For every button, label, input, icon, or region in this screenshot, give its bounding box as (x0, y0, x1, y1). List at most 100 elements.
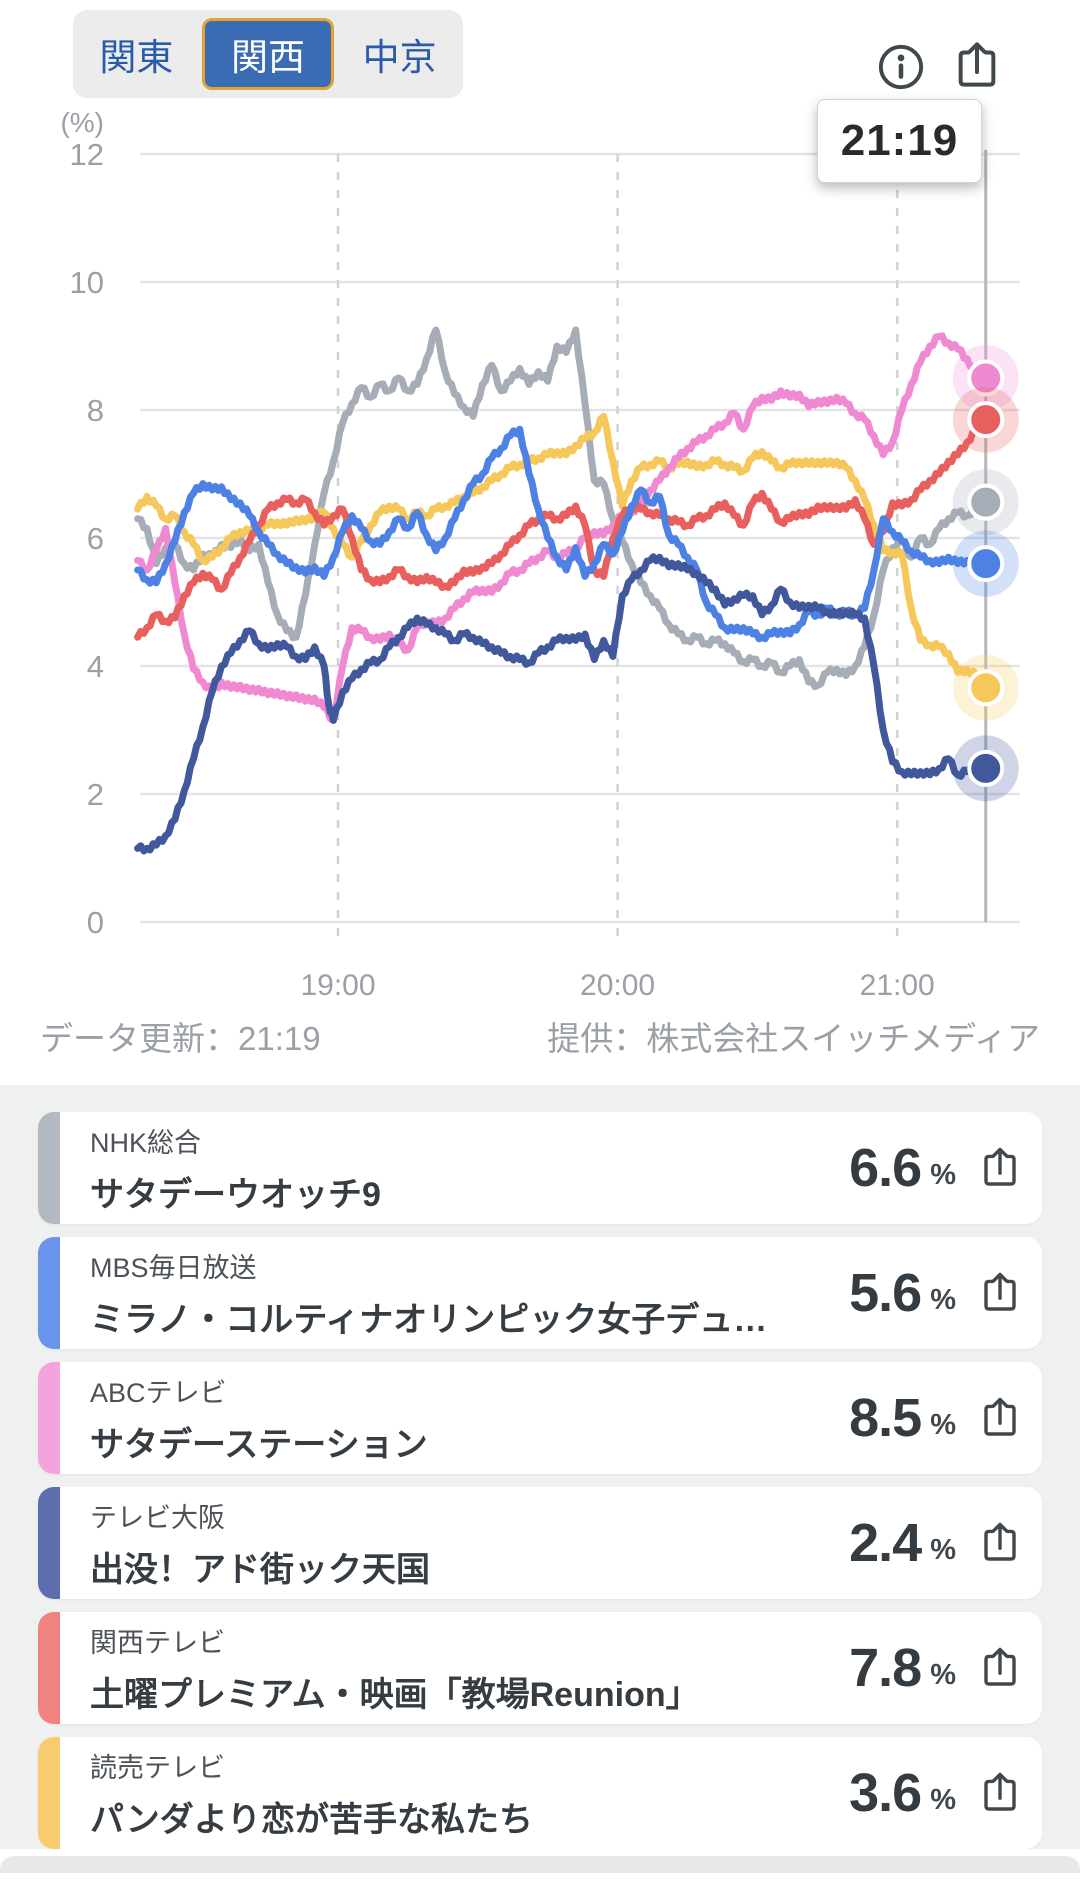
series-end-marker-5 (967, 749, 1005, 787)
channel-info: テレビ大阪出没！アド街ック天国 (60, 1496, 849, 1591)
rating-value: 7.8 (849, 1638, 922, 1698)
row-share-button[interactable] (976, 1144, 1024, 1192)
program-title: サタデーステーション (90, 1425, 428, 1464)
rating-block: 2.4% (849, 1512, 1042, 1574)
series-end-marker-4 (967, 545, 1005, 583)
rating-block: 6.6% (849, 1137, 1042, 1199)
series-end-marker-0 (967, 483, 1005, 521)
rating-value: 3.6 (849, 1763, 922, 1823)
rating-value: 8.5 (849, 1388, 922, 1448)
share-icon (976, 1644, 1024, 1692)
share-icon (976, 1519, 1024, 1567)
program-title: サタデーウオッチ9 (90, 1175, 381, 1214)
y-axis-label-12: 12 (70, 137, 104, 172)
program-title: パンダより恋が苦手な私たち (90, 1800, 534, 1839)
series-end-marker-2 (967, 359, 1005, 397)
y-axis-label-2: 2 (87, 777, 104, 812)
time-tooltip-label: 21:19 (840, 116, 959, 165)
channel-info: ABCテレビサタデーステーション (60, 1371, 849, 1466)
rating-unit: % (930, 1783, 956, 1816)
region-tab-bar: 関東 関西 中京 (73, 10, 463, 98)
rating-unit: % (930, 1158, 956, 1191)
channel-color-stripe (38, 1362, 60, 1474)
channel-card-5[interactable]: 読売テレビ パンダより恋が苦手な私たち 3.6% (38, 1737, 1042, 1849)
channel-card-1[interactable]: MBS毎日放送 ミラノ・コルティナオリンピック女子デュ… 5.6% (38, 1237, 1042, 1349)
channel-info: NHK総合サタデーウオッチ9 (60, 1121, 849, 1216)
channel-card-0[interactable]: NHK総合 サタデーウオッチ9 6.6% (38, 1112, 1042, 1224)
series-line-1 (134, 412, 990, 692)
channel-card-2[interactable]: ABCテレビ サタデーステーション 8.5% (38, 1362, 1042, 1474)
y-axis-label-4: 4 (87, 649, 104, 684)
y-axis-label-0: 0 (87, 905, 104, 940)
rating-value: 2.4 (849, 1513, 922, 1573)
channel-color-stripe (38, 1237, 60, 1349)
series-line-0 (134, 326, 990, 691)
channel-color-stripe (38, 1112, 60, 1224)
program-title: ミラノ・コルティナオリンピック女子デュ… (90, 1300, 768, 1339)
series-end-marker-3 (967, 401, 1005, 439)
time-tooltip: 21:19 (817, 99, 982, 183)
info-icon (875, 41, 927, 93)
series-line-4 (134, 425, 990, 643)
series-line-3 (134, 416, 990, 641)
rating-block: 7.8% (849, 1637, 1042, 1699)
tab-region-0[interactable]: 関東 (73, 10, 200, 98)
tab-region-1[interactable]: 関西 (201, 18, 335, 90)
ratings-chart[interactable]: 0 2 4 6 8 10 12(%) 19:00 20:00 21:00 (0, 0, 1080, 1080)
channel-card-4[interactable]: 関西テレビ 土曜プレミアム・映画「教場Reunion」 7.8% (38, 1612, 1042, 1724)
rating-unit: % (930, 1283, 956, 1316)
share-icon (976, 1144, 1024, 1192)
channel-info: 関西テレビ土曜プレミアム・映画「教場Reunion」 (60, 1621, 849, 1716)
station-name: テレビ大阪 (90, 1502, 225, 1533)
row-share-button[interactable] (976, 1269, 1024, 1317)
program-title: 出没！アド街ック天国 (90, 1550, 430, 1589)
series-line-2 (134, 332, 990, 724)
share-icon (976, 1394, 1024, 1442)
x-axis-label-0: 19:00 (300, 969, 375, 1002)
rating-unit: % (930, 1533, 956, 1566)
channel-card-3[interactable]: テレビ大阪 出没！アド街ック天国 2.4% (38, 1487, 1042, 1599)
channel-color-stripe (38, 1737, 60, 1849)
y-axis-unit: (%) (60, 107, 104, 138)
station-name: 関西テレビ (90, 1627, 225, 1658)
y-axis-label-8: 8 (87, 393, 104, 428)
series-end-marker-1 (967, 669, 1005, 707)
provider-label: 提供：株式会社スイッチメディア (547, 1020, 1040, 1057)
y-axis-label-10: 10 (70, 265, 104, 300)
program-title: 土曜プレミアム・映画「教場Reunion」 (90, 1675, 700, 1714)
channel-info: 読売テレビパンダより恋が苦手な私たち (60, 1746, 849, 1841)
station-name: NHK総合 (90, 1127, 202, 1158)
x-axis-label-2: 21:00 (860, 969, 935, 1002)
row-share-button[interactable] (976, 1769, 1024, 1817)
series-line-5 (134, 553, 990, 855)
bottom-sheet-handle (0, 1856, 1080, 1873)
y-axis-label-6: 6 (87, 521, 104, 556)
channel-list: NHK総合 サタデーウオッチ9 6.6% MBS毎日放送 ミラノ・コルティナオリンピック… (0, 1085, 1080, 1896)
channel-color-stripe (38, 1612, 60, 1724)
tab-region-2[interactable]: 中京 (336, 10, 463, 98)
share-icon (949, 38, 1005, 94)
rating-value: 6.6 (849, 1138, 922, 1198)
share-button[interactable] (949, 38, 1005, 94)
share-icon (976, 1769, 1024, 1817)
channel-color-stripe (38, 1487, 60, 1599)
rating-block: 3.6% (849, 1762, 1042, 1824)
row-share-button[interactable] (976, 1644, 1024, 1692)
row-share-button[interactable] (976, 1394, 1024, 1442)
rating-unit: % (930, 1658, 956, 1691)
station-name: 読売テレビ (90, 1752, 225, 1783)
row-share-button[interactable] (976, 1519, 1024, 1567)
share-icon (976, 1269, 1024, 1317)
channel-info: MBS毎日放送ミラノ・コルティナオリンピック女子デュ… (60, 1246, 849, 1341)
x-axis-label-1: 20:00 (580, 969, 655, 1002)
rating-value: 5.6 (849, 1263, 922, 1323)
station-name: MBS毎日放送 (90, 1252, 257, 1283)
rating-block: 8.5% (849, 1387, 1042, 1449)
info-button[interactable] (875, 41, 927, 93)
chart-footer: データ更新：21:19 提供：株式会社スイッチメディア (0, 1012, 1080, 1060)
rating-unit: % (930, 1408, 956, 1441)
data-updated-label: データ更新：21:19 (40, 1020, 321, 1057)
rating-block: 5.6% (849, 1262, 1042, 1324)
station-name: ABCテレビ (90, 1377, 227, 1408)
